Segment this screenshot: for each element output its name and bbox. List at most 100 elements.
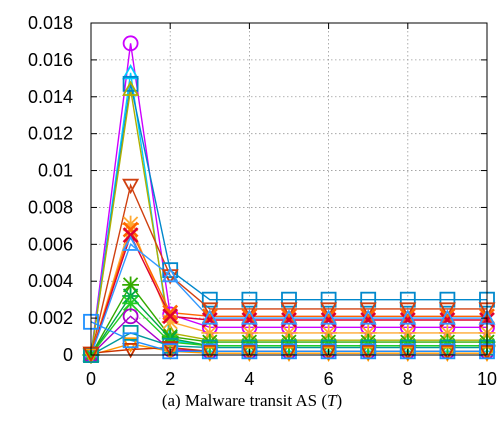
caption-close: ) <box>336 391 343 410</box>
x-marker-stroke <box>122 227 139 244</box>
x-tick-label: 4 <box>244 369 254 389</box>
triangle-marker <box>122 63 140 80</box>
triangle-marker <box>240 309 258 325</box>
y-tick-label: 0.002 <box>28 308 73 328</box>
triangle-down-marker <box>240 302 258 318</box>
square-marker <box>439 291 456 308</box>
square-marker <box>281 291 297 308</box>
square-marker <box>360 291 377 308</box>
triangle-down-marker <box>399 302 417 318</box>
series-line <box>90 83 487 356</box>
square-marker <box>439 343 456 360</box>
triangle-down-marker <box>438 302 456 318</box>
triangle-down-marker <box>280 344 298 361</box>
y-tick-label: 0.014 <box>28 87 73 107</box>
x-marker <box>162 304 179 321</box>
x-marker-stroke <box>399 312 416 328</box>
series-line <box>90 183 487 356</box>
square-marker <box>241 291 258 308</box>
grid <box>91 23 487 355</box>
triangle-marker <box>438 309 456 325</box>
x-marker-stroke <box>201 312 218 328</box>
triangle-down-marker <box>201 302 219 318</box>
y-tick-label: 0.018 <box>28 13 73 33</box>
x-marker <box>162 308 179 325</box>
x-marker <box>201 312 218 328</box>
y-tick-label: 0.004 <box>28 271 73 291</box>
x-marker <box>122 227 139 244</box>
caption-variable: T <box>327 391 337 410</box>
y-tick-label: 0.012 <box>28 124 73 144</box>
y-tick-label: 0.006 <box>28 234 73 254</box>
ticks <box>90 22 488 356</box>
triangle-marker <box>359 309 377 325</box>
square-marker <box>201 343 218 360</box>
x-tick-label: 6 <box>324 369 334 389</box>
square-marker <box>399 343 416 360</box>
caption-text: (a) Malware transit AS ( <box>161 391 328 410</box>
x-tick-label: 2 <box>165 369 175 389</box>
triangle-marker <box>122 235 140 251</box>
square-marker <box>122 332 139 349</box>
x-marker-stroke <box>281 312 297 328</box>
triangle-down-marker <box>280 302 298 318</box>
figure-caption: (a) Malware transit AS (T) <box>0 391 504 411</box>
square-marker <box>162 343 179 360</box>
x-marker <box>360 312 377 328</box>
square-marker <box>122 75 139 92</box>
square-marker <box>201 291 218 308</box>
x-marker <box>122 221 139 238</box>
x-marker-stroke <box>122 221 139 238</box>
x-tick-label: 8 <box>403 369 413 389</box>
triangle-down-marker <box>122 178 140 195</box>
square-marker <box>320 291 337 308</box>
triangle-down-marker <box>122 342 140 359</box>
x-marker <box>241 312 258 328</box>
plot-frame <box>90 22 488 356</box>
series-markers <box>82 35 496 364</box>
x-tick-labels: 0 2 4 6 8 10 <box>86 369 497 389</box>
y-tick-label: 0.008 <box>28 197 73 217</box>
circle-marker <box>122 308 139 325</box>
triangle-down-marker <box>399 344 417 361</box>
circle-marker <box>122 35 139 52</box>
x-marker <box>439 312 456 328</box>
x-marker-stroke <box>162 308 179 325</box>
series-marker-group <box>83 35 495 363</box>
triangle-down-marker <box>320 302 338 318</box>
triangle-marker <box>280 309 298 325</box>
chart: 0 2 4 6 8 10 0 0.002 0.004 0.006 0.008 0.01 0.012 0.… <box>28 13 497 389</box>
triangle-down-marker <box>161 341 179 357</box>
x-marker-stroke <box>439 312 456 328</box>
triangle-marker <box>201 309 219 325</box>
x-marker <box>281 312 297 328</box>
triangle-down-marker <box>359 344 377 361</box>
triangle-marker <box>320 309 338 325</box>
triangle-down-marker <box>240 344 258 361</box>
triangle-down-marker <box>201 344 219 361</box>
triangle-marker <box>122 80 140 96</box>
square-marker <box>281 343 297 360</box>
triangle-down-marker <box>359 302 377 318</box>
square-marker <box>399 291 416 308</box>
series-lines <box>90 43 487 356</box>
y-tick-labels: 0 0.002 0.004 0.006 0.008 0.01 0.012 0.014 0.016… <box>28 13 73 365</box>
x-marker-stroke <box>360 312 377 328</box>
square-marker <box>320 343 337 360</box>
x-tick-label: 0 <box>86 369 96 389</box>
x-marker <box>320 312 337 328</box>
triangle-down-marker <box>438 344 456 361</box>
y-tick-label: 0.016 <box>28 50 73 70</box>
x-marker-stroke <box>162 304 179 321</box>
triangle-down-marker <box>320 344 338 361</box>
square-marker <box>241 343 258 360</box>
square-marker <box>360 343 377 360</box>
x-tick-label: 10 <box>477 369 497 389</box>
triangle-marker <box>399 309 417 325</box>
x-marker <box>399 312 416 328</box>
x-marker-stroke <box>241 312 258 328</box>
y-tick-label: 0 <box>63 345 73 365</box>
series-marker-group <box>83 313 495 360</box>
x-marker-stroke <box>320 312 337 328</box>
y-tick-label: 0.01 <box>38 161 73 181</box>
